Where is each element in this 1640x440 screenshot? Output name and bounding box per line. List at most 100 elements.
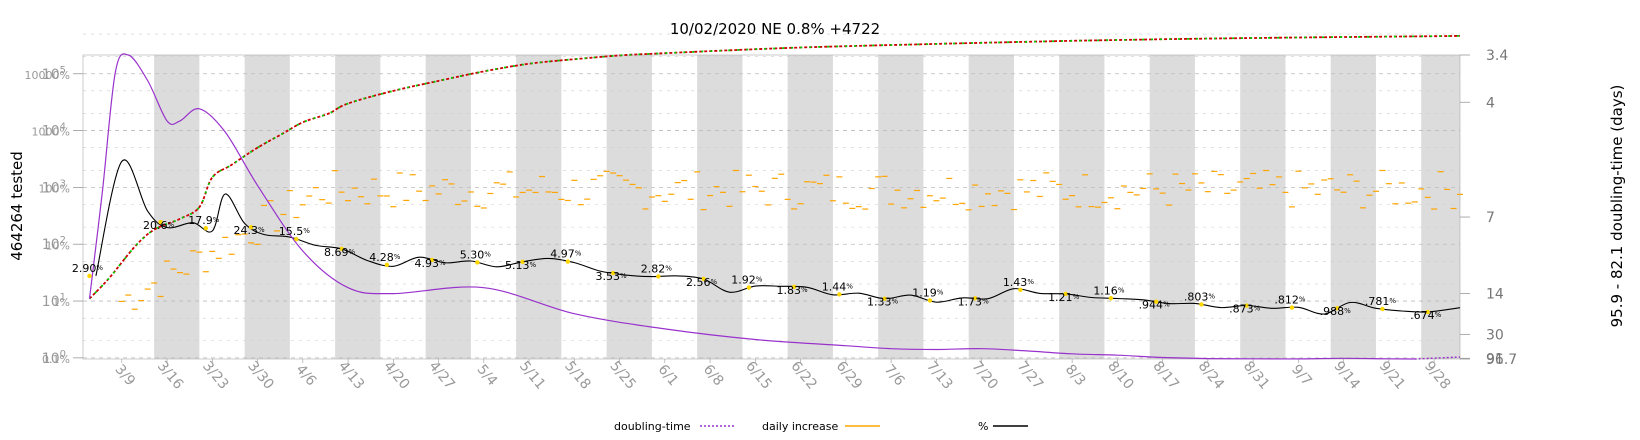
week-band <box>606 55 652 359</box>
x-tick-label: 6/22 <box>787 358 819 392</box>
legend-label-pct: % <box>978 420 988 433</box>
point-label: 1.43% <box>1003 276 1034 289</box>
point-label: .988% <box>1320 305 1352 318</box>
x-tick-label: 9/7 <box>1288 362 1315 390</box>
point-label: 1.21% <box>1048 291 1080 304</box>
percent-tick-label: 1% <box>53 296 70 309</box>
point-label: 1.92% <box>731 274 763 287</box>
x-tick-label: 9/21 <box>1376 358 1408 392</box>
point-label-dot <box>1244 303 1249 308</box>
x-tick-label: 9/14 <box>1330 358 1363 392</box>
point-label: 17.9% <box>188 214 220 227</box>
point-label-dot <box>701 276 706 282</box>
x-tick-label: 7/13 <box>923 358 955 392</box>
week-band <box>968 55 1014 359</box>
left-tick-label: 102 <box>42 235 66 253</box>
x-tick-label: 6/8 <box>700 362 727 390</box>
x-tick-label: 8/10 <box>1104 358 1136 392</box>
x-tick-label: 3/30 <box>244 358 276 392</box>
point-label: 20.6% <box>143 219 175 232</box>
point-label-dot <box>158 219 163 225</box>
point-label: .803% <box>1184 290 1216 303</box>
point-label: 8.69% <box>324 246 356 259</box>
legend: doubling-time daily increase % <box>614 420 1028 433</box>
point-label: 1.73% <box>958 295 990 308</box>
point-label-dot <box>1018 287 1023 293</box>
week-band <box>787 55 833 359</box>
series <box>88 35 1461 360</box>
point-label-dot <box>475 260 480 265</box>
point-label: 1.44% <box>822 280 854 293</box>
point-label: 2.82% <box>641 262 673 275</box>
percent-tick-label: 10% <box>46 239 70 252</box>
week-band <box>1149 55 1195 359</box>
daily-increase-series <box>118 169 1463 310</box>
week-band <box>878 55 924 359</box>
x-tick-label: 3/9 <box>111 362 138 390</box>
week-band <box>154 55 200 359</box>
x-tick-label: 8/3 <box>1062 362 1089 390</box>
point-label-dot <box>384 262 390 268</box>
x-tick-label: 5/18 <box>561 358 593 392</box>
x-tick-label: 8/31 <box>1240 358 1272 392</box>
point-label: 4.28% <box>369 251 401 264</box>
point-label-dot <box>882 296 887 301</box>
point-label-dot <box>294 236 299 242</box>
point-label-dot <box>1153 299 1159 304</box>
point-label-dot <box>1108 296 1114 301</box>
right-tick-label: 30 <box>1486 327 1504 343</box>
percent-tick-label: 10000% <box>25 69 70 82</box>
point-label-dot <box>565 259 571 264</box>
x-tick-label: 4/13 <box>335 358 367 392</box>
x-tick-label: 3/23 <box>199 358 231 392</box>
x-tick-label: 8/24 <box>1195 358 1228 392</box>
right-axis-label: 95.9 - 82.1 doubling-time (days) <box>1608 85 1626 328</box>
point-label-dot <box>837 292 842 297</box>
point-label: 2.56% <box>686 276 718 289</box>
point-label-dot <box>927 298 933 303</box>
x-tick-label: 5/25 <box>606 358 638 392</box>
point-label: .944% <box>1139 299 1171 312</box>
legend-label-doubling: doubling-time <box>614 420 691 433</box>
point-label-dot <box>203 226 209 231</box>
right-tick-label: 96.7 <box>1486 352 1517 368</box>
legend-label-daily: daily increase <box>762 420 838 433</box>
left-tick-label: 101 <box>42 292 66 310</box>
left-tick-label: 104 <box>42 122 66 140</box>
week-band <box>244 55 290 359</box>
point-label: 4.97% <box>550 248 582 261</box>
point-labels: 2.90% 20.6% 17.9% 24.3% 15.5% 8.69% 4.28% 4.93%… <box>72 214 1442 322</box>
plot-frame <box>82 54 1461 360</box>
x-tick-label: 3/16 <box>154 358 187 392</box>
point-label-dot <box>1289 305 1295 310</box>
point-label-dot <box>791 284 797 290</box>
point-label-dot <box>746 285 752 290</box>
point-label-dot <box>1334 306 1340 311</box>
week-band <box>697 55 743 359</box>
point-label: .781% <box>1365 295 1397 308</box>
point-label-dot <box>656 274 661 279</box>
point-label: 15.5% <box>279 225 311 238</box>
percent-line <box>95 159 1461 315</box>
x-tick-label: 6/1 <box>655 362 682 390</box>
point-label: .812% <box>1274 294 1306 307</box>
left-tick-label: 100 <box>42 349 66 367</box>
point-label: 5.30% <box>460 248 492 261</box>
point-label: 2.90% <box>72 262 104 275</box>
point-label: .873% <box>1229 303 1261 316</box>
right-tick-label: 14 <box>1486 287 1504 303</box>
x-tick-label: 5/4 <box>474 362 501 390</box>
right-tick-label: 91 <box>1486 351 1504 367</box>
point-label: 1.19% <box>912 286 944 299</box>
point-label: 1.16% <box>1093 284 1125 297</box>
percent-tick-label: 1000% <box>32 126 70 139</box>
point-label-dot <box>1063 291 1068 297</box>
x-tick-label: 6/29 <box>833 358 865 392</box>
doubling-time-line <box>88 53 1415 360</box>
point-label: 3.53% <box>596 270 628 283</box>
x-tick-label: 4/27 <box>425 358 457 392</box>
right-tick-label: 7 <box>1486 210 1495 226</box>
left-tick-label: 105 <box>42 65 66 83</box>
left-axis-label: 464264 tested <box>8 151 26 261</box>
x-tick-label: 7/20 <box>968 358 1000 392</box>
